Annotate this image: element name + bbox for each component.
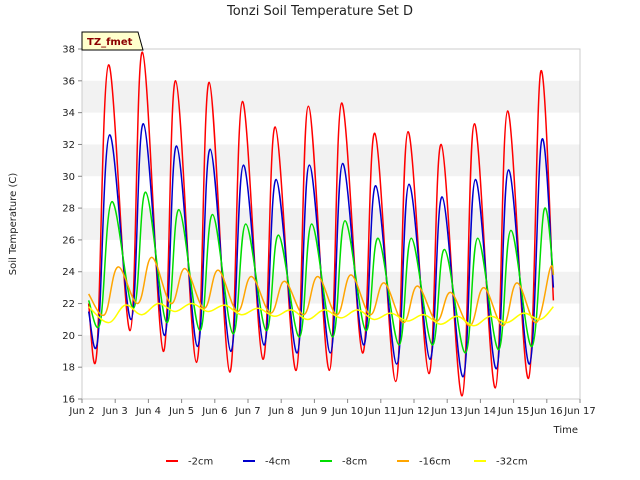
plot-background-bands: [82, 49, 580, 399]
y-tick-label: 36: [62, 76, 75, 87]
x-tick-label: Jun 11: [364, 406, 397, 417]
x-axis: Jun 2 Jun 3 Jun 4 Jun 5 Jun 6 Jun 7 Jun 8 Jun 9…: [68, 399, 596, 417]
y-tick-label: 20: [62, 331, 75, 342]
x-tick-label: Jun 12: [397, 406, 430, 417]
x-tick-label: Jun 4: [135, 406, 161, 417]
series-lines: [87, 51, 555, 397]
grid-band: [82, 271, 580, 304]
x-tick-label: Jun 17: [563, 406, 596, 417]
grid-band: [82, 144, 580, 177]
legend-label: -8cm: [342, 457, 367, 468]
y-tick-label: 32: [62, 140, 75, 151]
y-tick-label: 30: [62, 172, 75, 183]
y-tick-label: 28: [62, 204, 75, 215]
x-tick-label: Jun 16: [530, 406, 563, 417]
y-tick-label: 34: [62, 108, 75, 119]
x-tick-label: Jun 7: [234, 406, 260, 417]
legend-label: -16cm: [419, 457, 451, 468]
y-tick-label: 18: [62, 363, 75, 374]
grid-band: [82, 80, 580, 113]
x-tick-label: Jun 10: [331, 406, 364, 417]
x-tick-label: Jun 5: [168, 406, 194, 417]
x-tick-label: Jun 8: [268, 406, 294, 417]
legend-label: -2cm: [188, 457, 213, 468]
series-line-8cm: [87, 191, 555, 354]
series-line-2cm: [87, 51, 555, 397]
legend-label: -4cm: [265, 457, 290, 468]
y-tick-label: 26: [62, 235, 75, 246]
y-tick-label: 16: [62, 395, 75, 406]
x-tick-label: Jun 9: [301, 406, 327, 417]
x-tick-label: Jun 3: [102, 406, 128, 417]
legend-label: -32cm: [496, 457, 528, 468]
y-axis-title: Soil Temperature (C): [8, 173, 19, 276]
x-tick-label: Jun 14: [464, 406, 497, 417]
site-label-box: TZ_fmet: [81, 31, 144, 51]
series-line-16cm: [87, 256, 555, 327]
site-label: TZ_fmet: [87, 37, 133, 48]
y-tick-label: 24: [62, 267, 75, 278]
y-axis: 16 18 20 22 24 26 28 30 32 34 36 38: [62, 45, 82, 406]
legend: -2cm -4cm -8cm -16cm -32cm: [166, 457, 528, 468]
x-tick-label: Jun 15: [497, 406, 530, 417]
plot-frame: [81, 48, 581, 400]
x-tick-label: Jun 2: [68, 406, 94, 417]
y-tick-label: 38: [62, 45, 75, 56]
x-tick-label: Jun 13: [430, 406, 463, 417]
series-line-32cm: [88, 302, 554, 327]
x-axis-title: Time: [553, 425, 578, 436]
x-tick-label: Jun 6: [201, 406, 227, 417]
chart-title: Tonzi Soil Temperature Set D: [226, 4, 413, 19]
y-tick-label: 22: [62, 299, 75, 310]
grid-band: [82, 208, 580, 240]
